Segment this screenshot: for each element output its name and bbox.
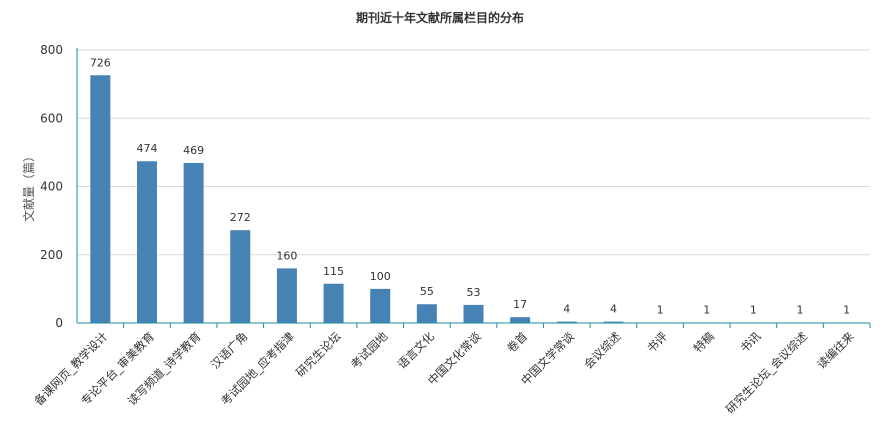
x-tick-label: 考试园地 [348, 329, 391, 372]
data-label: 55 [420, 285, 434, 298]
y-tick-label: 800 [40, 43, 63, 57]
data-label: 4 [563, 303, 570, 316]
data-label: 4 [610, 303, 617, 316]
y-tick-label: 200 [40, 248, 63, 262]
data-label: 100 [370, 270, 391, 283]
data-label: 726 [90, 56, 111, 69]
data-label: 115 [323, 265, 344, 278]
bar [136, 161, 157, 323]
data-label: 1 [750, 304, 757, 317]
axes [76, 48, 871, 328]
bar [183, 162, 204, 323]
data-label: 272 [230, 211, 251, 224]
data-label: 474 [136, 142, 157, 155]
x-tick-label: 卷首 [504, 329, 530, 355]
x-tick-label: 书评 [644, 329, 671, 356]
bar [556, 321, 577, 323]
data-label: 1 [703, 304, 710, 317]
x-tick-label: 书讯 [737, 329, 764, 356]
bars [90, 75, 857, 323]
x-tick-label: 语言文化 [395, 329, 438, 372]
data-label: 469 [183, 144, 204, 157]
x-tick-label: 特稿 [691, 329, 717, 355]
bar [276, 268, 297, 323]
data-label: 160 [276, 249, 297, 262]
y-axis-label: 文献量（篇） [21, 150, 36, 222]
data-labels: 726 474 469 272 160 115 100 55 53 17 4 4 1 1 1 1 1 [90, 56, 850, 316]
y-tick-label: 400 [40, 180, 63, 194]
x-tick-label: 会议综述 [581, 329, 624, 372]
data-label: 1 [843, 304, 850, 317]
y-tick-label: 0 [55, 316, 63, 330]
x-tick-label: 研究生论坛_会议综述 [723, 329, 811, 417]
data-label: 17 [513, 298, 527, 311]
x-tick-label: 研究生论坛 [293, 329, 344, 380]
y-tick-labels: 0 200 400 600 800 [40, 43, 63, 330]
x-tick-label: 读编往来 [814, 329, 857, 372]
data-label: 1 [657, 304, 664, 317]
bar [370, 288, 391, 323]
gridlines [77, 49, 870, 256]
data-label: 1 [797, 304, 804, 317]
bar [416, 304, 437, 323]
bar [90, 75, 111, 323]
bar [463, 304, 484, 323]
bar [230, 230, 251, 323]
y-tick-label: 600 [40, 111, 63, 125]
bar [510, 317, 531, 323]
bar [323, 283, 344, 323]
chart-title: 期刊近十年文献所属栏目的分布 [356, 10, 524, 25]
bar [603, 321, 624, 323]
x-tick-label: 汉语广角 [208, 329, 250, 371]
data-label: 53 [467, 286, 481, 299]
